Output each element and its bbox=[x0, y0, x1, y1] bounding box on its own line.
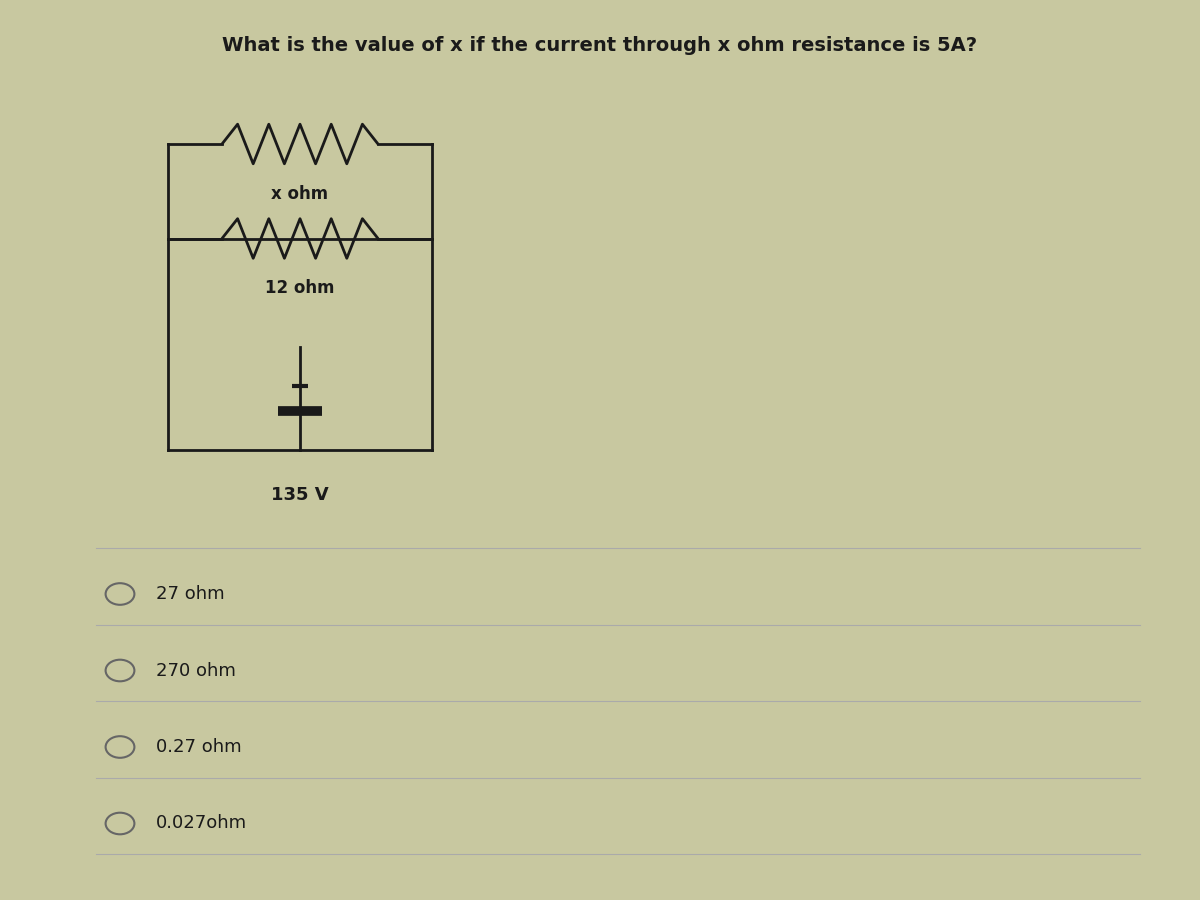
Text: x ohm: x ohm bbox=[271, 184, 329, 202]
Text: 27 ohm: 27 ohm bbox=[156, 585, 224, 603]
Text: 0.027ohm: 0.027ohm bbox=[156, 814, 247, 832]
Text: 12 ohm: 12 ohm bbox=[265, 279, 335, 297]
Text: 270 ohm: 270 ohm bbox=[156, 662, 236, 680]
Text: 135 V: 135 V bbox=[271, 486, 329, 504]
Text: 0.27 ohm: 0.27 ohm bbox=[156, 738, 241, 756]
Text: What is the value of x if the current through x ohm resistance is 5A?: What is the value of x if the current th… bbox=[222, 36, 978, 55]
